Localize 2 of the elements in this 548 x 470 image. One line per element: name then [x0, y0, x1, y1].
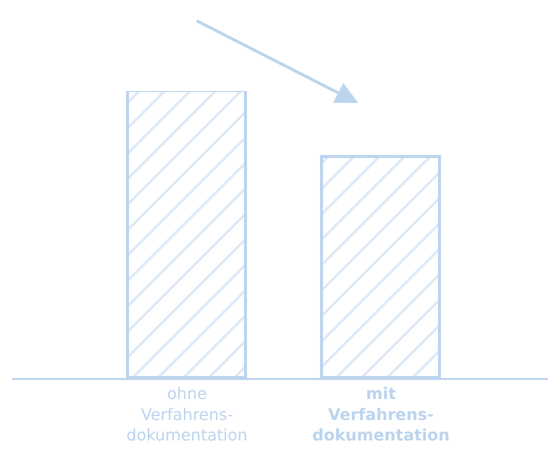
x-tick-label: mit Verfahrens- dokumentation: [312, 384, 450, 445]
x-tick-label: ohne Verfahrens- dokumentation: [126, 384, 248, 445]
